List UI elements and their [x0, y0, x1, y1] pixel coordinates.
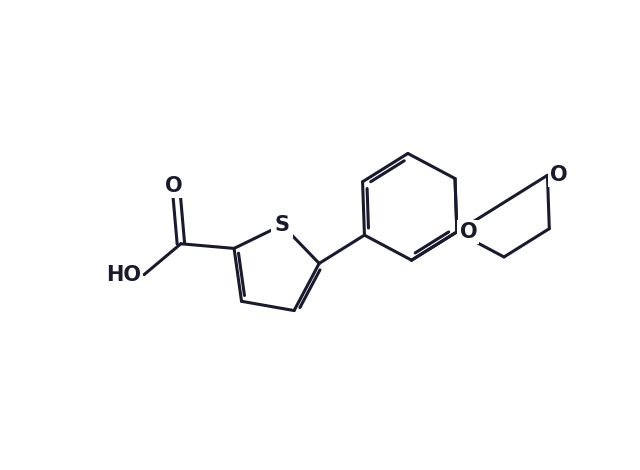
- Text: O: O: [460, 222, 477, 242]
- Text: O: O: [165, 176, 183, 196]
- Text: O: O: [550, 165, 568, 185]
- Text: S: S: [275, 215, 289, 235]
- Text: HO: HO: [106, 265, 141, 285]
